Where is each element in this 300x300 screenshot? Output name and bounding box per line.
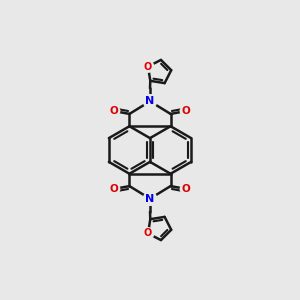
Circle shape bbox=[108, 105, 120, 117]
Text: N: N bbox=[146, 96, 154, 106]
Circle shape bbox=[143, 192, 157, 205]
Text: O: O bbox=[182, 184, 190, 194]
Circle shape bbox=[142, 61, 154, 72]
Text: N: N bbox=[146, 194, 154, 204]
Text: O: O bbox=[110, 184, 118, 194]
Circle shape bbox=[108, 183, 120, 195]
Text: O: O bbox=[110, 106, 118, 116]
Circle shape bbox=[180, 183, 192, 195]
Text: O: O bbox=[144, 61, 152, 71]
Text: O: O bbox=[182, 106, 190, 116]
Circle shape bbox=[180, 105, 192, 117]
Text: O: O bbox=[144, 229, 152, 238]
Circle shape bbox=[143, 95, 157, 108]
Circle shape bbox=[142, 228, 154, 239]
